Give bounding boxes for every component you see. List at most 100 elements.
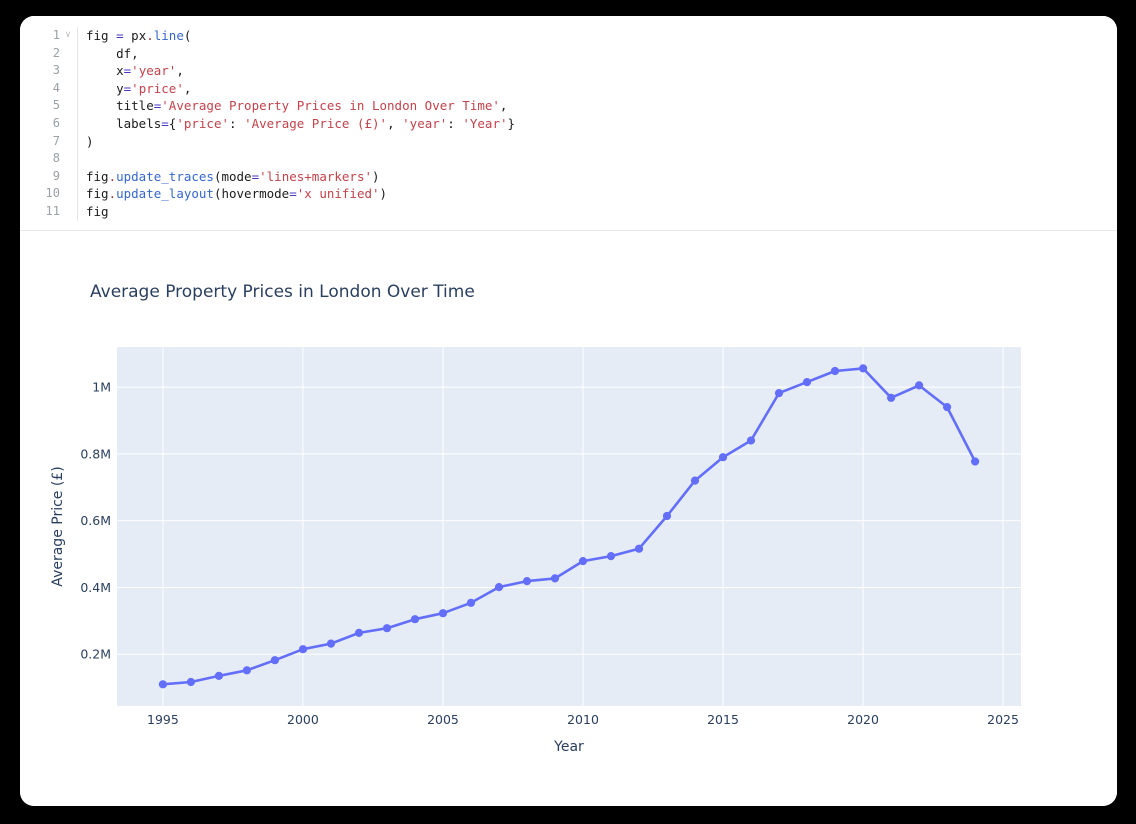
code-line[interactable]: 11 fig bbox=[20, 202, 1117, 221]
code-cell[interactable]: 1 ∨ fig = px.line(2 df, 3 x='year', 4 y='pri… bbox=[20, 16, 1117, 231]
token-fn: update_traces bbox=[116, 168, 214, 184]
line-chart[interactable]: 0.2M 0.4M 0.6M 0.8M 1M 1995 2000 2005 2010 2015 20… bbox=[20, 232, 1117, 806]
line-number-gutter: 6 bbox=[20, 114, 78, 133]
token-plain: (mode bbox=[213, 168, 252, 184]
x-tick-label: 2025 bbox=[987, 712, 1019, 727]
code-text: fig bbox=[78, 203, 109, 221]
token-str: 'year' bbox=[402, 115, 448, 131]
data-point-marker[interactable] bbox=[746, 436, 756, 445]
data-point-marker[interactable] bbox=[354, 628, 364, 637]
code-text: labels={'price': 'Average Price (£)', 'y… bbox=[78, 115, 515, 133]
code-text: fig.update_traces(mode='lines+markers') bbox=[78, 168, 380, 186]
token-op: = bbox=[116, 28, 124, 43]
token-plain: , bbox=[387, 115, 403, 131]
token-plain: y bbox=[86, 80, 124, 96]
data-point-marker[interactable] bbox=[382, 624, 392, 633]
plot-area[interactable] bbox=[117, 347, 1021, 706]
y-tick-label: 0.2M bbox=[80, 647, 111, 662]
code-line[interactable]: 6 labels={'price': 'Average Price (£)', … bbox=[20, 114, 1117, 133]
data-point-marker[interactable] bbox=[690, 476, 700, 485]
data-point-marker[interactable] bbox=[214, 671, 223, 680]
token-plain: ) bbox=[379, 186, 388, 202]
x-tick-label: 2000 bbox=[287, 712, 319, 727]
data-point-marker[interactable] bbox=[718, 453, 728, 462]
fold-chevron-icon[interactable]: ∨ bbox=[65, 30, 71, 40]
data-point-marker[interactable] bbox=[158, 680, 167, 689]
token-plain: fig bbox=[86, 28, 117, 43]
data-point-marker[interactable] bbox=[186, 677, 195, 687]
data-point-marker[interactable] bbox=[242, 666, 251, 675]
code-line[interactable]: 10 fig.update_layout(hovermode='x unified… bbox=[20, 185, 1117, 203]
token-plain: ) bbox=[372, 168, 380, 184]
data-point-marker[interactable] bbox=[662, 511, 672, 521]
token-plain: title bbox=[86, 98, 154, 114]
token-plain: { bbox=[168, 115, 177, 131]
code-line[interactable]: 3 x='year', bbox=[20, 62, 1117, 80]
token-plain: , bbox=[176, 63, 184, 79]
token-op: = bbox=[251, 168, 260, 184]
token-str: 'price' bbox=[176, 115, 230, 131]
data-point-marker[interactable] bbox=[774, 389, 784, 398]
data-point-marker[interactable] bbox=[634, 544, 644, 553]
data-point-marker[interactable] bbox=[802, 378, 812, 387]
line-number-gutter: 10 bbox=[20, 185, 78, 203]
token-fn: line bbox=[153, 28, 184, 43]
data-point-marker[interactable] bbox=[550, 574, 560, 583]
trace-line[interactable] bbox=[161, 367, 977, 686]
data-point-marker[interactable] bbox=[915, 381, 924, 390]
data-point-marker[interactable] bbox=[270, 656, 279, 665]
line-number-gutter: 2 bbox=[20, 44, 78, 63]
token-plain: fig bbox=[86, 168, 109, 184]
token-str: 'price' bbox=[131, 80, 184, 96]
code-line[interactable]: 7) bbox=[20, 132, 1117, 151]
x-axis-title: Year bbox=[553, 739, 584, 755]
token-op: = bbox=[153, 98, 162, 114]
token-str: 'Average Property Prices in London Over … bbox=[161, 98, 500, 114]
token-op: = bbox=[289, 186, 297, 202]
data-point-marker[interactable] bbox=[859, 364, 868, 373]
code-text: y='price', bbox=[78, 80, 191, 98]
data-point-marker[interactable] bbox=[887, 393, 896, 402]
line-number-gutter: 5 bbox=[20, 97, 78, 115]
token-plain: px bbox=[123, 28, 147, 43]
token-plain: fig bbox=[86, 186, 109, 202]
token-plain: x bbox=[86, 63, 124, 79]
token-plain: df, bbox=[86, 45, 139, 61]
code-line[interactable]: 8 bbox=[20, 150, 1117, 168]
token-plain: ( bbox=[183, 28, 192, 43]
line-number-gutter: 11 bbox=[20, 202, 78, 221]
token-plain: : bbox=[447, 115, 463, 131]
code-line[interactable]: 5 title='Average Property Prices in Lond… bbox=[20, 97, 1117, 115]
data-point-marker[interactable] bbox=[326, 639, 336, 648]
data-point-marker[interactable] bbox=[971, 457, 980, 466]
token-plain: : bbox=[229, 115, 245, 131]
code-line[interactable]: 2 df, bbox=[20, 44, 1117, 63]
data-point-marker[interactable] bbox=[522, 577, 532, 586]
code-text: x='year', bbox=[78, 62, 184, 80]
code-text: title='Average Property Prices in London… bbox=[78, 97, 507, 115]
token-plain: , bbox=[183, 80, 192, 96]
token-plain: fig bbox=[86, 203, 109, 219]
code-line[interactable]: 4 y='price', bbox=[20, 79, 1117, 98]
data-point-marker[interactable] bbox=[606, 552, 616, 561]
token-plain: labels bbox=[86, 115, 162, 131]
line-number: 10 bbox=[45, 186, 60, 201]
x-tick-label: 2005 bbox=[427, 712, 459, 727]
x-tick-label: 2010 bbox=[567, 712, 599, 727]
data-point-marker[interactable] bbox=[830, 366, 840, 376]
line-number-gutter: 8 bbox=[20, 150, 78, 168]
data-point-marker[interactable] bbox=[466, 598, 476, 607]
code-line[interactable]: 1 ∨ fig = px.line( bbox=[20, 27, 1117, 45]
data-point-marker[interactable] bbox=[410, 615, 420, 624]
data-point-marker[interactable] bbox=[943, 403, 952, 412]
line-number: 2 bbox=[52, 45, 60, 60]
data-point-marker[interactable] bbox=[438, 609, 448, 618]
chart-output-cell: 0.2M 0.4M 0.6M 0.8M 1M 1995 2000 2005 2010 2015 20… bbox=[20, 232, 1117, 806]
code-line[interactable]: 9 fig.update_traces(mode='lines+markers') bbox=[20, 167, 1117, 186]
data-point-marker[interactable] bbox=[578, 557, 588, 566]
line-number: 5 bbox=[52, 98, 60, 113]
data-point-marker[interactable] bbox=[298, 645, 308, 654]
line-number: 4 bbox=[52, 80, 60, 95]
data-point-marker[interactable] bbox=[494, 583, 504, 592]
